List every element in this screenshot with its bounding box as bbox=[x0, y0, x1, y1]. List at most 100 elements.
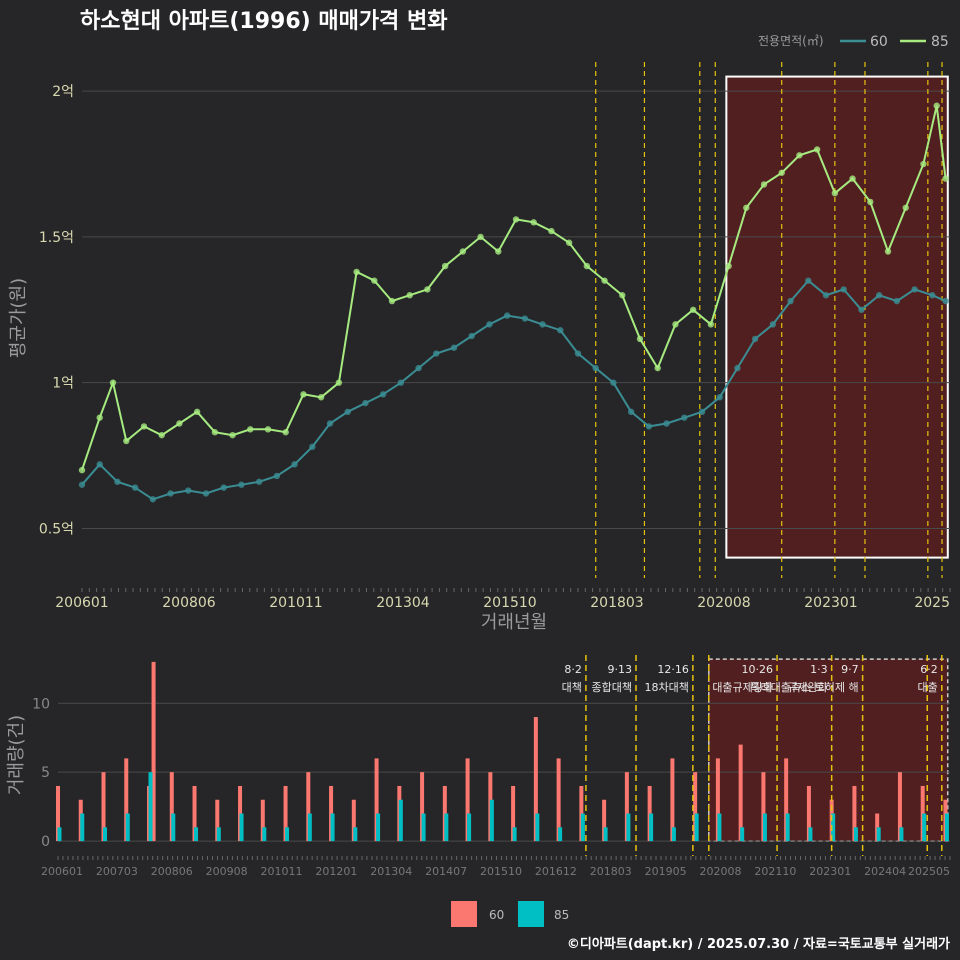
bar-60-25 bbox=[602, 799, 607, 842]
series-60-point-15 bbox=[344, 408, 351, 416]
series-60-point-18 bbox=[397, 379, 405, 386]
series-85-point-16 bbox=[353, 268, 360, 276]
bar-85-19 bbox=[489, 799, 494, 842]
top-x-tick-label-8: 2025 bbox=[914, 595, 950, 611]
series-60-point-12 bbox=[291, 461, 298, 468]
bar-60-8 bbox=[215, 799, 220, 842]
series-85-point-13 bbox=[300, 391, 307, 398]
annotation-date-0: 8·2 bbox=[564, 663, 582, 676]
series-60-point-21 bbox=[450, 344, 458, 351]
series-85-point-12 bbox=[282, 429, 289, 436]
top-x-tick-label-0: 200601 bbox=[55, 595, 108, 611]
bottom-x-tick-label-5: 201201 bbox=[315, 865, 357, 878]
top-x-tick-label-2: 201011 bbox=[269, 595, 322, 611]
bottom-event-lines bbox=[585, 655, 943, 856]
bar-85-22 bbox=[558, 827, 563, 842]
annotation-date-2: 12·16 bbox=[657, 663, 689, 676]
bottom-x-tick-label-0: 200601 bbox=[41, 865, 83, 878]
bar-85-18 bbox=[467, 813, 472, 842]
bottom-x-tick-label-4: 201011 bbox=[261, 865, 303, 878]
bar-85-30 bbox=[740, 827, 745, 842]
series-60-point-35 bbox=[698, 408, 706, 416]
series-60-point-6 bbox=[185, 487, 192, 494]
series-60-point-49 bbox=[942, 297, 949, 305]
bottom-x-tick-label-9: 201612 bbox=[535, 865, 577, 878]
bar-60-11 bbox=[283, 785, 288, 842]
bar-60-12 bbox=[306, 772, 311, 842]
top-y-ticks: 0.5억 1억 1.5억 2억 bbox=[39, 84, 74, 537]
bar-60-38 bbox=[897, 772, 902, 842]
top-x-tick-label-1: 200806 bbox=[162, 595, 216, 611]
bar-60-10 bbox=[260, 799, 265, 842]
top-highlight-box bbox=[725, 75, 949, 559]
legend-bottom: 60 85 bbox=[451, 901, 569, 927]
bar-85-38 bbox=[922, 813, 927, 842]
series-60-point-1 bbox=[96, 461, 103, 468]
series-85-point-6 bbox=[176, 420, 183, 427]
bar-85-25 bbox=[626, 813, 631, 842]
series-60-point-44 bbox=[858, 306, 865, 313]
bar-85-16 bbox=[421, 813, 426, 842]
bottom-highlight-region bbox=[708, 658, 949, 842]
series-60-point-31 bbox=[627, 408, 635, 416]
series-60-point-13 bbox=[309, 443, 316, 451]
bar-60-2 bbox=[101, 772, 106, 842]
series-85-point-31 bbox=[619, 292, 626, 299]
bar-85-35 bbox=[853, 827, 858, 842]
bar-60-29 bbox=[693, 772, 698, 842]
series-60-point-23 bbox=[486, 321, 493, 328]
series-85-point-25 bbox=[512, 216, 520, 223]
bar-85-3 bbox=[125, 813, 130, 842]
annotation-label-2: 18차대책 bbox=[645, 681, 689, 694]
series-85-point-37 bbox=[725, 262, 732, 270]
bar-85-29 bbox=[717, 813, 722, 842]
legend-top: 전용면적(㎡) 60 85 bbox=[758, 34, 949, 50]
series-85-point-19 bbox=[406, 292, 413, 299]
top-x-tick-label-3: 201304 bbox=[376, 595, 430, 611]
bar-85-17 bbox=[444, 813, 449, 842]
series-60-point-10 bbox=[255, 478, 263, 485]
bar-85-2 bbox=[103, 827, 108, 842]
legend-label-85: 85 bbox=[931, 34, 949, 50]
series-85-point-38 bbox=[743, 204, 750, 211]
series-60-point-26 bbox=[539, 321, 546, 328]
series-60-point-0 bbox=[78, 481, 86, 488]
series-85-point-18 bbox=[388, 297, 396, 305]
bar-85-1 bbox=[80, 813, 85, 842]
bar-85-10 bbox=[285, 827, 290, 842]
top-y-tick-label-3: 2억 bbox=[52, 84, 74, 100]
series-60-point-39 bbox=[769, 321, 777, 328]
series-60-point-17 bbox=[379, 391, 387, 398]
series-60-point-5 bbox=[167, 490, 174, 497]
bar-85-13 bbox=[353, 827, 358, 842]
series-60-point-43 bbox=[840, 286, 847, 293]
bottom-grid bbox=[58, 702, 950, 842]
series-60-point-33 bbox=[663, 420, 670, 427]
series-60-point-3 bbox=[131, 484, 139, 491]
series-85-point-17 bbox=[371, 277, 378, 284]
bar-85-9 bbox=[262, 827, 267, 842]
series-60-point-24 bbox=[503, 312, 511, 319]
bottom-legend-swatch-60 bbox=[451, 901, 477, 927]
series-60-point-45 bbox=[875, 292, 883, 299]
annotation-label-3: 대출규제강화 bbox=[712, 681, 773, 694]
bar-60-17 bbox=[420, 772, 425, 842]
series-60-point-22 bbox=[468, 332, 475, 340]
series-85-point-33 bbox=[654, 364, 661, 372]
legend-title: 전용면적(㎡) bbox=[758, 34, 824, 48]
series-60-point-36 bbox=[716, 394, 723, 401]
series-85-point-14 bbox=[317, 394, 325, 401]
bar-85-21 bbox=[535, 813, 540, 842]
bottom-x-tick-label-6: 201304 bbox=[370, 865, 412, 878]
series-85-point-41 bbox=[796, 152, 803, 159]
series-85-point-9 bbox=[229, 431, 236, 439]
bottom-legend-label-60: 60 bbox=[489, 908, 504, 922]
series-85-point-30 bbox=[601, 277, 608, 284]
annotation-date-6: 6·2 bbox=[920, 663, 938, 676]
bar-60-31 bbox=[738, 744, 743, 842]
bar-85-28 bbox=[694, 813, 699, 842]
bar-60-34 bbox=[806, 785, 811, 842]
bottom-y-tick-label-2: 10 bbox=[32, 696, 50, 712]
series-85-point-36 bbox=[707, 321, 715, 328]
